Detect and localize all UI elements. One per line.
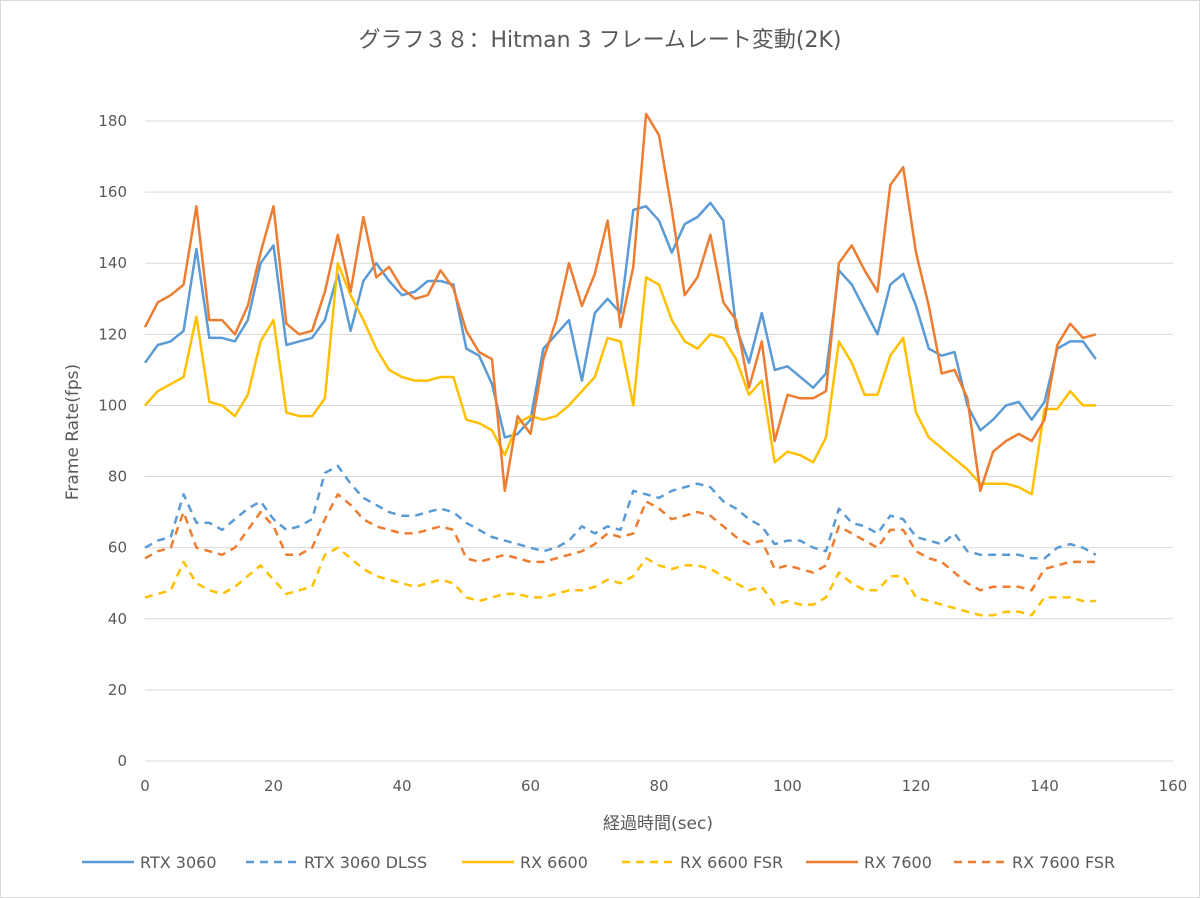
x-tick-labels: 0 20 40 60 80 100 120 140 160: [140, 777, 1187, 795]
y-tick-label: 80: [108, 468, 127, 486]
y-tick-label: 40: [108, 610, 127, 628]
series-lines: [143, 112, 1097, 617]
x-tick-label: 20: [264, 777, 283, 795]
legend-label: RX 7600 FSR: [1012, 853, 1115, 872]
x-tick-label: 0: [140, 777, 150, 795]
legend-label: RTX 3060: [140, 853, 217, 872]
series-line-rtx-3060-dlss: [144, 464, 1097, 560]
y-tick-label: 120: [98, 325, 127, 343]
legend: RTX 3060 RTX 3060 DLSS RX 6600 RX 6600 FSR R…: [82, 853, 1115, 872]
x-tick-label: 40: [392, 777, 411, 795]
series-line-rx-6600-fsr: [144, 546, 1096, 617]
x-tick-label: 160: [1159, 777, 1188, 795]
legend-label: RX 7600: [864, 853, 932, 872]
x-tick-label: 100: [773, 777, 802, 795]
y-tick-label: 140: [98, 254, 127, 272]
x-tick-label: 80: [649, 777, 668, 795]
series-line-rx-7600-fsr: [144, 493, 1096, 592]
chart-title: グラフ３８：Hitman 3 フレームレート変動(2K): [358, 28, 842, 53]
x-axis-label: 経過時間(sec): [603, 814, 713, 834]
gridlines: [145, 120, 1173, 762]
y-tick-label: 60: [108, 539, 127, 557]
y-tick-label: 160: [98, 183, 127, 201]
y-tick-label: 100: [98, 396, 127, 414]
series-line-rx-7600: [143, 112, 1097, 493]
legend-label: RX 6600 FSR: [680, 853, 783, 872]
y-axis-label: Frame Rate(fps): [63, 364, 83, 500]
legend-label: RTX 3060 DLSS: [304, 853, 427, 872]
legend-label: RX 6600: [520, 853, 588, 872]
y-tick-label: 180: [98, 112, 127, 130]
x-tick-label: 120: [902, 777, 931, 795]
y-tick-labels: 0 20 40 60 80 100 120 140 160 180: [98, 112, 127, 770]
series-line-rx-6600: [144, 261, 1096, 496]
x-tick-label: 140: [1030, 777, 1059, 795]
x-tick-label: 60: [521, 777, 540, 795]
y-tick-label: 0: [117, 752, 127, 770]
y-tick-label: 20: [108, 681, 127, 699]
